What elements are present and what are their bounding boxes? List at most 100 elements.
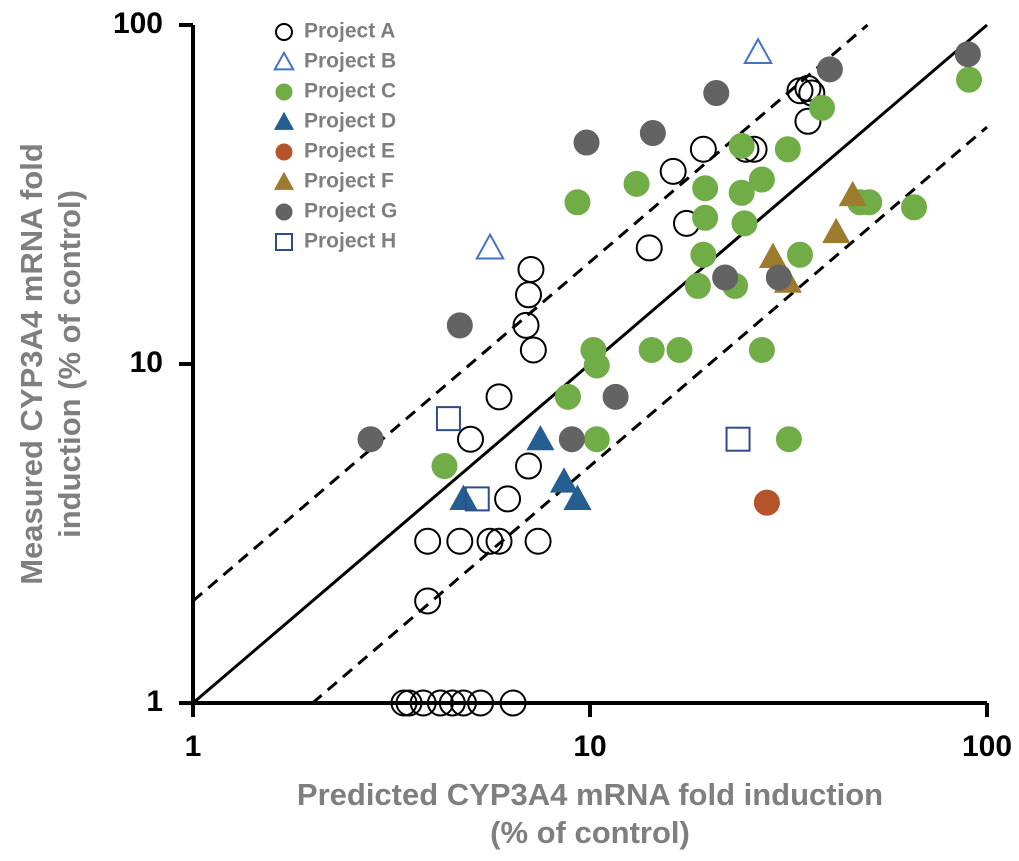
point [446,312,473,339]
point [748,166,775,193]
legend-text: Project D [304,110,396,133]
y-axis-title-line: induction (% of control) [52,190,87,538]
point [275,143,293,161]
point [357,426,384,453]
y-axis-title: Measured CYP3A4 mRNA fold induction (% o… [14,143,87,585]
point [446,527,474,555]
y-tick-label: 10 [130,346,163,379]
point [692,175,719,202]
point [554,383,581,410]
point [414,527,442,555]
point [275,233,293,251]
legend-text: Project G [304,200,397,223]
y-tick-label: 1 [146,685,163,718]
point [774,136,801,163]
legend-text: Project F [304,170,394,193]
x-tick-label: 10 [573,730,606,763]
x-axis-title-line: Predicted CYP3A4 mRNA fold induction [297,777,883,812]
point [725,426,751,452]
point [475,232,505,260]
point [692,204,719,231]
point [558,426,585,453]
point [748,336,775,363]
point [816,56,843,83]
point [426,689,454,717]
point [519,336,547,364]
point [456,425,484,453]
point [438,689,466,717]
point [526,424,555,451]
point [743,37,773,65]
point [690,241,717,268]
point [808,94,835,121]
point [414,587,442,615]
point [731,210,758,237]
point [275,203,293,221]
point [639,120,666,147]
point [515,281,543,309]
point [753,489,780,516]
point [786,241,813,268]
y-tick-label: 100 [113,7,163,40]
point [689,135,717,163]
legend-text: Project E [304,140,395,163]
point [524,527,552,555]
point [499,689,527,717]
x-tick-label: 100 [962,730,1012,763]
point [901,194,928,221]
point [517,256,545,284]
point [758,242,788,268]
point [712,264,739,291]
point [275,83,293,101]
point [659,157,687,185]
point [564,189,591,216]
point [838,180,867,207]
point [956,66,983,93]
point [449,484,478,510]
point [635,234,663,262]
point [954,41,981,68]
point [485,383,513,411]
point [703,80,730,107]
point [822,217,851,244]
reference-line [311,125,988,705]
x-axis-title-line: (% of control) [490,815,690,850]
point [275,23,293,41]
x-tick-label: 1 [185,730,202,763]
point [666,336,693,363]
point [485,527,513,555]
legend-text: Project H [304,230,396,253]
point [273,111,295,130]
point [794,107,822,135]
point [563,484,592,510]
point [728,132,755,159]
point [765,264,792,291]
legend-text: Project B [304,50,396,73]
y-axis-title-line: Measured CYP3A4 mRNA fold [14,143,49,585]
point [409,689,437,717]
point [435,406,461,432]
point [549,467,579,493]
point [728,179,755,206]
point [467,689,495,717]
point [775,426,802,453]
point [623,170,650,197]
point [449,689,477,717]
point [431,453,458,480]
point [638,336,665,363]
point [273,171,295,190]
point [273,50,295,71]
point [494,485,522,513]
point [684,272,711,299]
point [583,352,610,379]
point [464,486,490,512]
point [512,311,540,339]
point [583,426,610,453]
legend-text: Project A [304,20,395,43]
point [602,383,629,410]
point [395,689,423,717]
point [476,527,504,555]
point [515,452,543,480]
point [573,129,600,156]
